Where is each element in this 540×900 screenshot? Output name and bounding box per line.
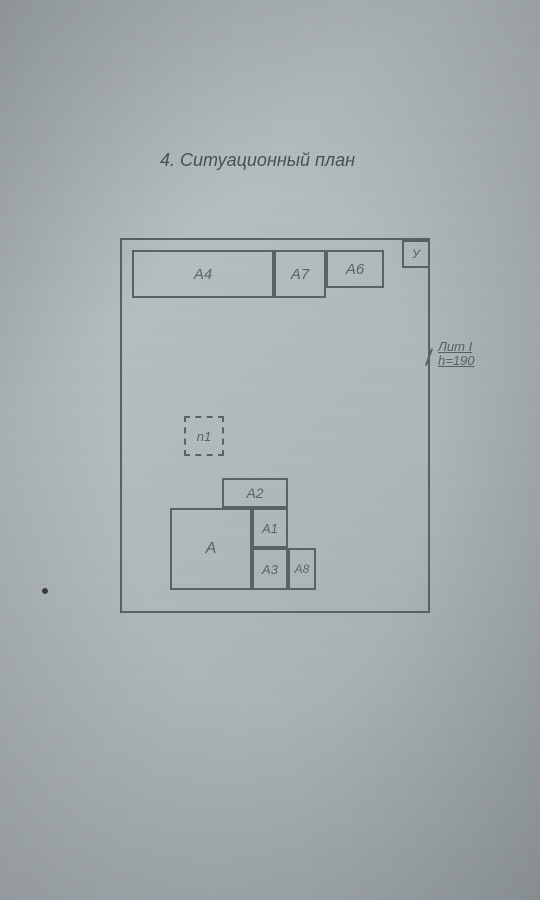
building-label-A6: А6 (346, 261, 364, 278)
building-label-n1: n1 (197, 429, 211, 444)
annotation-line1: Лит I (438, 340, 475, 354)
building-A8: А8 (288, 548, 316, 590)
building-label-A3: А3 (262, 562, 278, 577)
building-label-A7: А7 (291, 266, 309, 283)
building-label-A2: А2 (246, 485, 263, 501)
building-corner: У (402, 240, 430, 268)
building-label-A4: А4 (194, 266, 212, 283)
building-label-A: А (206, 540, 217, 558)
building-A7: А7 (274, 250, 326, 298)
building-n1: n1 (184, 416, 224, 456)
building-A: А (170, 508, 252, 590)
building-A1: А1 (252, 508, 288, 548)
annotation-line2: h=190 (438, 354, 475, 368)
fence-annotation: Лит I h=190 (438, 340, 475, 369)
building-label-A8: А8 (295, 562, 310, 576)
building-A3: А3 (252, 548, 288, 590)
building-A2: А2 (222, 478, 288, 508)
title-text: 4. Ситуационный план (160, 150, 355, 170)
diagram-title: 4. Ситуационный план (160, 150, 355, 171)
building-label-corner: У (412, 247, 420, 261)
stray-dot (42, 588, 48, 594)
site-plan-boundary: А4 А7 А6 Уn1 А2 А А1 А3 А8 (120, 238, 430, 613)
building-label-A1: А1 (262, 521, 278, 536)
building-A6: А6 (326, 250, 384, 288)
building-A4: А4 (132, 250, 274, 298)
